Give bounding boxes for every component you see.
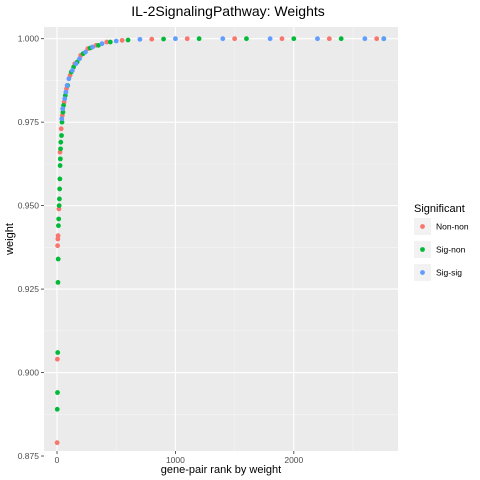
data-point-sig-sig <box>62 96 68 102</box>
y-tick-label: 1.000 <box>18 34 40 44</box>
data-point-non-non <box>374 36 380 42</box>
data-point-sig-sig <box>77 56 82 62</box>
data-point-sig-sig <box>63 89 69 95</box>
data-point-non-non <box>326 36 332 42</box>
data-point-sig-non <box>56 223 61 229</box>
data-point-non-non <box>149 36 155 42</box>
legend-label: Sig-non <box>436 245 466 255</box>
y-tick-label: 0.975 <box>18 117 40 127</box>
legend-label: Sig-sig <box>436 268 462 278</box>
data-point-sig-sig <box>60 106 66 112</box>
data-point-sig-non <box>56 203 62 209</box>
data-point-sig-sig <box>137 36 143 42</box>
data-point-sig-sig <box>66 76 72 82</box>
data-point-sig-sig <box>99 41 105 47</box>
data-points <box>54 36 387 446</box>
data-point-sig-non <box>56 196 62 202</box>
data-point-non-non <box>55 243 61 249</box>
data-point-sig-non <box>58 139 64 145</box>
x-axis-title: gene-pair rank by weight <box>161 464 281 476</box>
data-point-sig-sig <box>267 36 273 42</box>
x-tick-label: 2000 <box>284 455 303 465</box>
data-point-sig-non <box>55 280 61 285</box>
data-point-sig-non <box>55 256 61 262</box>
data-point-sig-sig <box>70 68 75 73</box>
data-point-sig-non <box>54 406 60 412</box>
legend-key-dot <box>420 224 425 229</box>
data-point-sig-non <box>244 36 249 42</box>
data-point-sig-sig <box>362 36 368 42</box>
x-tick-label: 0 <box>55 455 60 465</box>
data-point-sig-non <box>57 176 63 182</box>
y-tick-label: 0.875 <box>18 451 40 461</box>
data-point-sig-sig <box>90 44 95 50</box>
data-point-non-non <box>54 440 60 446</box>
data-point-non-non <box>232 36 238 42</box>
data-point-non-non <box>58 126 64 132</box>
data-point-sig-non <box>125 37 131 43</box>
legend-key-dot <box>420 270 425 275</box>
data-point-sig-non <box>55 350 61 355</box>
data-point-non-non <box>119 37 125 43</box>
data-point-sig-sig <box>220 36 226 42</box>
data-point-sig-sig <box>113 38 119 44</box>
data-point-sig-sig <box>381 36 387 42</box>
plot-panel <box>44 27 398 451</box>
chart-title: IL-2SignalingPathway: Weights <box>131 3 325 19</box>
data-point-sig-non <box>107 39 113 45</box>
data-point-sig-sig <box>64 83 70 88</box>
x-tick-label: 1000 <box>166 455 185 465</box>
legend-title: Significant <box>414 203 465 215</box>
data-point-sig-non <box>59 133 64 138</box>
data-point-sig-non <box>58 146 63 152</box>
data-point-sig-non <box>56 216 62 222</box>
grid-minor <box>44 27 398 451</box>
data-point-sig-sig <box>83 49 88 55</box>
data-point-non-non <box>54 356 60 362</box>
data-point-sig-non <box>291 36 297 42</box>
data-point-non-non <box>104 39 110 45</box>
legend-key-dot <box>420 247 425 252</box>
y-tick-label: 0.950 <box>18 201 40 211</box>
y-tick-label: 0.900 <box>18 368 40 378</box>
data-point-sig-non <box>57 163 63 168</box>
data-point-sig-sig <box>73 61 79 67</box>
legend-label: Non-non <box>436 222 469 232</box>
data-point-sig-non <box>57 156 63 162</box>
legend: Significant Non-non Sig-non Sig-sig <box>414 203 469 281</box>
y-axis: 0.875 0.900 0.925 0.950 0.975 1.000 <box>18 34 44 461</box>
data-point-sig-sig <box>173 36 178 42</box>
data-point-non-non <box>55 233 61 239</box>
data-point-sig-non <box>55 390 60 395</box>
data-point-sig-non <box>338 36 344 42</box>
data-point-sig-non <box>161 36 166 42</box>
y-axis-title: weight <box>4 223 16 256</box>
data-point-sig-sig <box>315 36 320 42</box>
data-point-sig-non <box>196 36 202 42</box>
data-point-sig-non <box>57 186 63 192</box>
data-point-sig-sig <box>59 116 65 122</box>
x-axis: 0 1000 2000 <box>55 451 304 465</box>
data-point-non-non <box>184 36 190 42</box>
data-point-non-non <box>279 36 285 42</box>
y-tick-label: 0.925 <box>18 284 40 294</box>
